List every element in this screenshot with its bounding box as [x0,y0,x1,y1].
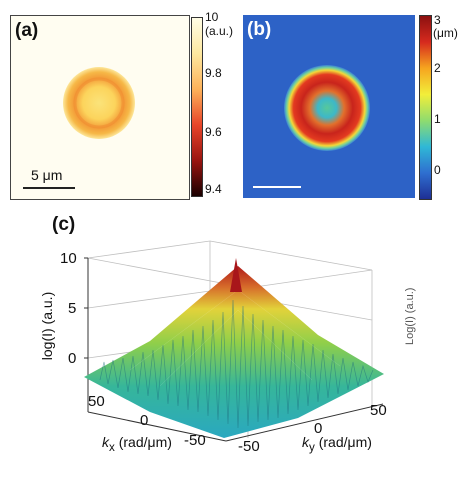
panel-c-ky-unit: (rad/μm) [314,434,372,450]
panel-c-kx-subscript: x [109,440,115,454]
panel-a-image: (a) 5 μm [10,15,190,200]
panel-a-scale-bar [23,187,75,189]
panel-a-colorbar-tick: 10 [205,10,219,24]
panel-c-ky-tick: 0 [314,420,323,437]
panel-c-z-axis-label: log(I) (a.u.) [39,291,55,361]
panel-c-kx-symbol: k [102,434,109,450]
panel-c-ky-subscript: y [309,440,315,454]
panel-b-colorbar-tick: 3 [434,13,441,27]
panel-c-z-tick: 0 [68,350,77,367]
panel-b-ring [284,65,370,151]
panel-b-colorbar [419,15,432,200]
panel-c-kx-tick: 50 [88,393,105,410]
panel-b-colorbar-tick: 2 [434,61,441,75]
panel-c-label: (c) [52,214,76,235]
panel-b-height-map [243,15,415,198]
panel-c-kx-unit: (rad/μm) [114,434,172,450]
panel-c-z-tick: 5 [68,300,77,317]
panel-b-scale-bar [253,186,301,188]
panel-b-colorbar-tick: 0 [434,163,441,177]
panel-b-colorbar-unit: (μm) [433,26,458,40]
panel-c-ky-tick: -50 [238,438,260,455]
panel-c-peak [230,258,242,292]
panel-b-colorbar-tick: 1 [434,112,441,126]
panel-c-kx-axis-label: kx (rad/μm) [102,434,172,454]
panel-c-kx-tick: -50 [184,432,206,449]
panel-a-label: (a) [15,20,39,41]
panel-c-kx-axis [87,411,227,442]
panel-c-ky-axis-label: ky (rad/μm) [302,434,372,454]
panel-c-surface-texture [99,299,374,429]
panel-a-scale-bar-label: 5 μm [31,167,63,183]
side-fragment-label: Log(I) (a.u.) [404,287,416,345]
panel-a-colorbar-tick: 9.8 [205,66,222,80]
panel-c-z-tick: 10 [60,250,77,267]
panel-c-ky-axis [225,403,384,442]
panel-c-kx-tick: 0 [140,412,149,429]
panel-b-image: (b) [243,15,415,198]
panel-b-label: (b) [247,19,272,40]
panel-a-colorbar [191,17,203,197]
panel-a-colorbar-unit: (a.u.) [205,24,234,38]
panel-a-colorbar-tick: 9.4 [205,182,222,196]
panel-a-colorbar-tick: 9.6 [205,125,222,139]
panel-c-ky-symbol: k [302,434,309,450]
panel-a-intensity-map [63,67,135,139]
panel-c-ky-tick: 50 [370,402,387,419]
